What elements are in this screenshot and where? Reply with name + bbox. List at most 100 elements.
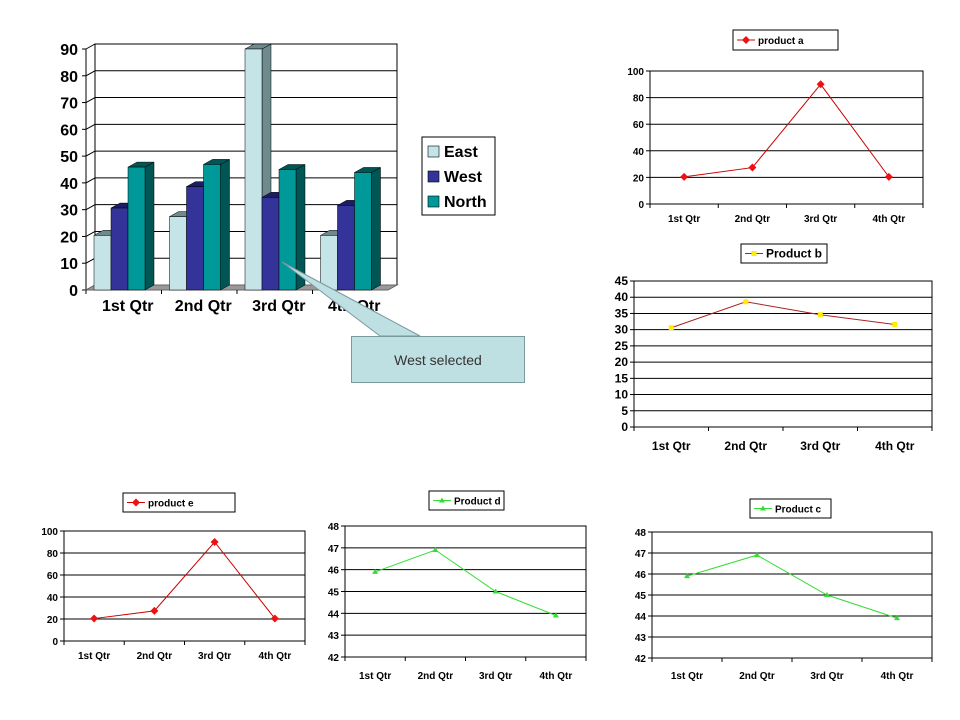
series-line [684, 83, 890, 178]
bar-east [244, 48, 263, 291]
bar-north [127, 166, 146, 291]
y-tick-label: 20 [60, 229, 78, 246]
legend: product e [122, 492, 236, 513]
x-tick-label: 1st Qtr [671, 671, 703, 682]
west-selected-callout: West selected [351, 336, 525, 383]
y-tick-label: 47 [328, 544, 340, 555]
y-tick-label: 40 [633, 147, 645, 158]
y-tick-label: 20 [615, 355, 629, 369]
y-tick-label: 10 [60, 256, 78, 273]
bar-east [169, 216, 187, 291]
bar-side [144, 161, 155, 291]
bar-west [186, 186, 204, 291]
x-tick-label: 2nd Qtr [735, 214, 771, 225]
data-point [816, 80, 825, 89]
x-tick-label: 2nd Qtr [137, 651, 173, 662]
line-chart-product-c: 42 43 44 45 46 47 48 1st Qtr 2nd Qtr 3rd Qtr 4th Q… [635, 498, 933, 682]
data-point [90, 614, 99, 623]
series-line [374, 549, 557, 616]
bar-north [203, 164, 221, 291]
legend-box [122, 492, 236, 513]
y-tick-label: 44 [328, 609, 340, 620]
legend-label: North [444, 194, 487, 211]
plot-area [633, 280, 933, 428]
legend: Product b [740, 243, 828, 264]
y-tick-label: 46 [328, 566, 340, 577]
data-point [680, 172, 689, 181]
data-point [668, 325, 674, 331]
y-tick-label: 15 [615, 371, 629, 385]
legend-swatch [427, 195, 440, 208]
legend-label: Product b [766, 247, 822, 261]
legend-box [740, 243, 828, 264]
y-tick-label: 60 [633, 120, 645, 131]
x-tick-label: 1st Qtr [652, 439, 691, 453]
data-point [439, 497, 445, 503]
bar-north [354, 172, 372, 291]
legend-swatch [427, 170, 440, 183]
legend-label: Product c [775, 505, 822, 516]
legend-label: East [444, 144, 478, 161]
y-tick-label: 10 [615, 388, 629, 402]
bar-chart: 0 10 20 30 40 50 60 70 80 90 1st Qtr 2nd Qtr 3rd Qtr… [60, 42, 496, 337]
gridline-depth [85, 150, 96, 157]
gridline-depth [85, 70, 96, 77]
y-tick-label: 90 [60, 42, 78, 59]
legend: product a [732, 29, 839, 51]
bar-east [93, 235, 112, 291]
legend-swatch [427, 145, 440, 158]
y-tick-label: 44 [635, 612, 647, 623]
x-tick-label: 1st Qtr [359, 671, 391, 682]
y-tick-label: 80 [47, 549, 59, 560]
data-point [760, 505, 766, 511]
x-tick-label: 4th Qtr [539, 671, 572, 682]
x-tick-label: 3rd Qtr [800, 439, 840, 453]
x-tick-label: 2nd Qtr [418, 671, 454, 682]
y-tick-label: 40 [47, 593, 59, 604]
callout-text: West selected [394, 351, 482, 368]
bar-west [110, 207, 129, 291]
x-tick-label: 4th Qtr [258, 651, 291, 662]
bar-west [261, 197, 280, 291]
x-tick-label: 2nd Qtr [724, 439, 767, 453]
x-tick-label: 1st Qtr [102, 298, 154, 315]
legend-box [749, 498, 832, 519]
y-tick-label: 100 [627, 67, 644, 78]
y-tick-label: 40 [615, 290, 629, 304]
gridline-depth [85, 204, 96, 211]
y-tick-label: 100 [41, 527, 58, 538]
y-tick-label: 42 [635, 654, 647, 665]
data-point [552, 612, 559, 618]
data-point [372, 568, 379, 574]
bar-side [220, 158, 230, 291]
y-tick-label: 20 [633, 173, 645, 184]
y-tick-label: 70 [60, 96, 78, 113]
line-chart-product-e: 0 20 40 60 80 100 1st Qtr 2nd Qtr 3rd Qtr 4th Qtr… [41, 492, 306, 662]
y-tick-label: 30 [615, 323, 629, 337]
x-tick-label: 3rd Qtr [810, 671, 843, 682]
legend: East West North [421, 136, 496, 216]
data-point [754, 552, 760, 558]
y-tick-label: 43 [328, 631, 340, 642]
y-tick-label: 0 [52, 637, 58, 648]
y-tick-label: 42 [328, 653, 340, 664]
bar-west [337, 205, 355, 291]
line-chart-product-a: 0 20 40 60 80 100 1st Qtr 2nd Qtr 3rd Qtr 4th Qtr… [627, 29, 924, 225]
legend-label: product a [758, 36, 804, 47]
legend: Product d [428, 490, 505, 511]
gridline-depth [85, 123, 96, 130]
x-tick-label: 4th Qtr [872, 214, 905, 225]
y-tick-label: 50 [60, 149, 78, 166]
x-tick-label: 3rd Qtr [479, 671, 512, 682]
bar-east [320, 235, 338, 291]
plot-area [63, 530, 306, 642]
series-line [686, 554, 898, 619]
y-tick-label: 5 [621, 404, 628, 418]
series-line [671, 301, 895, 329]
legend: Product c [749, 498, 832, 519]
data-point [150, 606, 159, 615]
plot-area [649, 70, 924, 205]
x-tick-label: 4th Qtr [875, 439, 915, 453]
